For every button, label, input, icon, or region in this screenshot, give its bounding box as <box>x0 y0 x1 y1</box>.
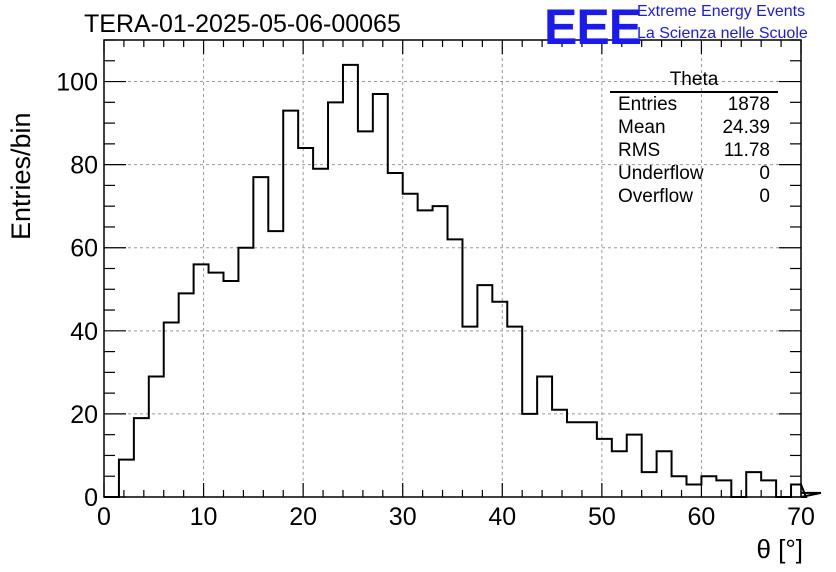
x-tick-label: 20 <box>289 503 317 531</box>
stats-label: Underflow <box>618 163 704 184</box>
stats-label: Entries <box>618 94 678 115</box>
stats-value: 1878 <box>727 94 770 115</box>
stats-value: 0 <box>759 163 770 184</box>
y-tick-label: 40 <box>70 318 98 346</box>
stats-value: 24.39 <box>722 117 770 138</box>
stats-label: RMS <box>618 140 661 161</box>
stats-label: Overflow <box>618 186 693 207</box>
x-tick-label: 60 <box>688 503 716 531</box>
stats-row-mean: Mean 24.39 <box>610 116 778 139</box>
eee-logo: EEE <box>544 0 642 55</box>
logo-caption-line1: Extreme Energy Events <box>637 3 806 20</box>
x-tick-label: 30 <box>389 503 417 531</box>
y-tick-label: 20 <box>70 401 98 429</box>
stats-value: 11.78 <box>723 140 770 161</box>
x-tick-label: 10 <box>190 503 218 531</box>
x-axis-label: θ [°] <box>756 534 803 564</box>
x-tick-label: 0 <box>97 503 111 531</box>
y-tick-label: 0 <box>84 484 98 512</box>
x-tick-label: 50 <box>588 503 616 531</box>
stats-label: Mean <box>618 117 666 138</box>
stats-row-rms: RMS 11.78 <box>610 139 778 162</box>
stats-box-title: Theta <box>610 70 778 93</box>
stats-value: 0 <box>759 186 770 207</box>
y-tick-label: 60 <box>70 235 98 263</box>
y-axis-label: Entries/bin <box>6 112 36 240</box>
y-tick-label: 100 <box>56 69 98 97</box>
stats-row-entries: Entries 1878 <box>610 93 778 116</box>
stats-box: Theta Entries 1878 Mean 24.39 RMS 11.78 Und… <box>610 70 778 208</box>
x-tick-label: 40 <box>488 503 516 531</box>
x-tick-label: 70 <box>787 503 815 531</box>
y-tick-label: 80 <box>70 152 98 180</box>
stats-row-underflow: Underflow 0 <box>610 162 778 185</box>
chart-title: TERA-01-2025-05-06-00065 <box>84 10 401 38</box>
stats-row-overflow: Overflow 0 <box>610 185 778 208</box>
histogram-step-line <box>104 63 822 498</box>
logo-caption-line2: La Scienza nelle Scuole <box>637 25 808 42</box>
